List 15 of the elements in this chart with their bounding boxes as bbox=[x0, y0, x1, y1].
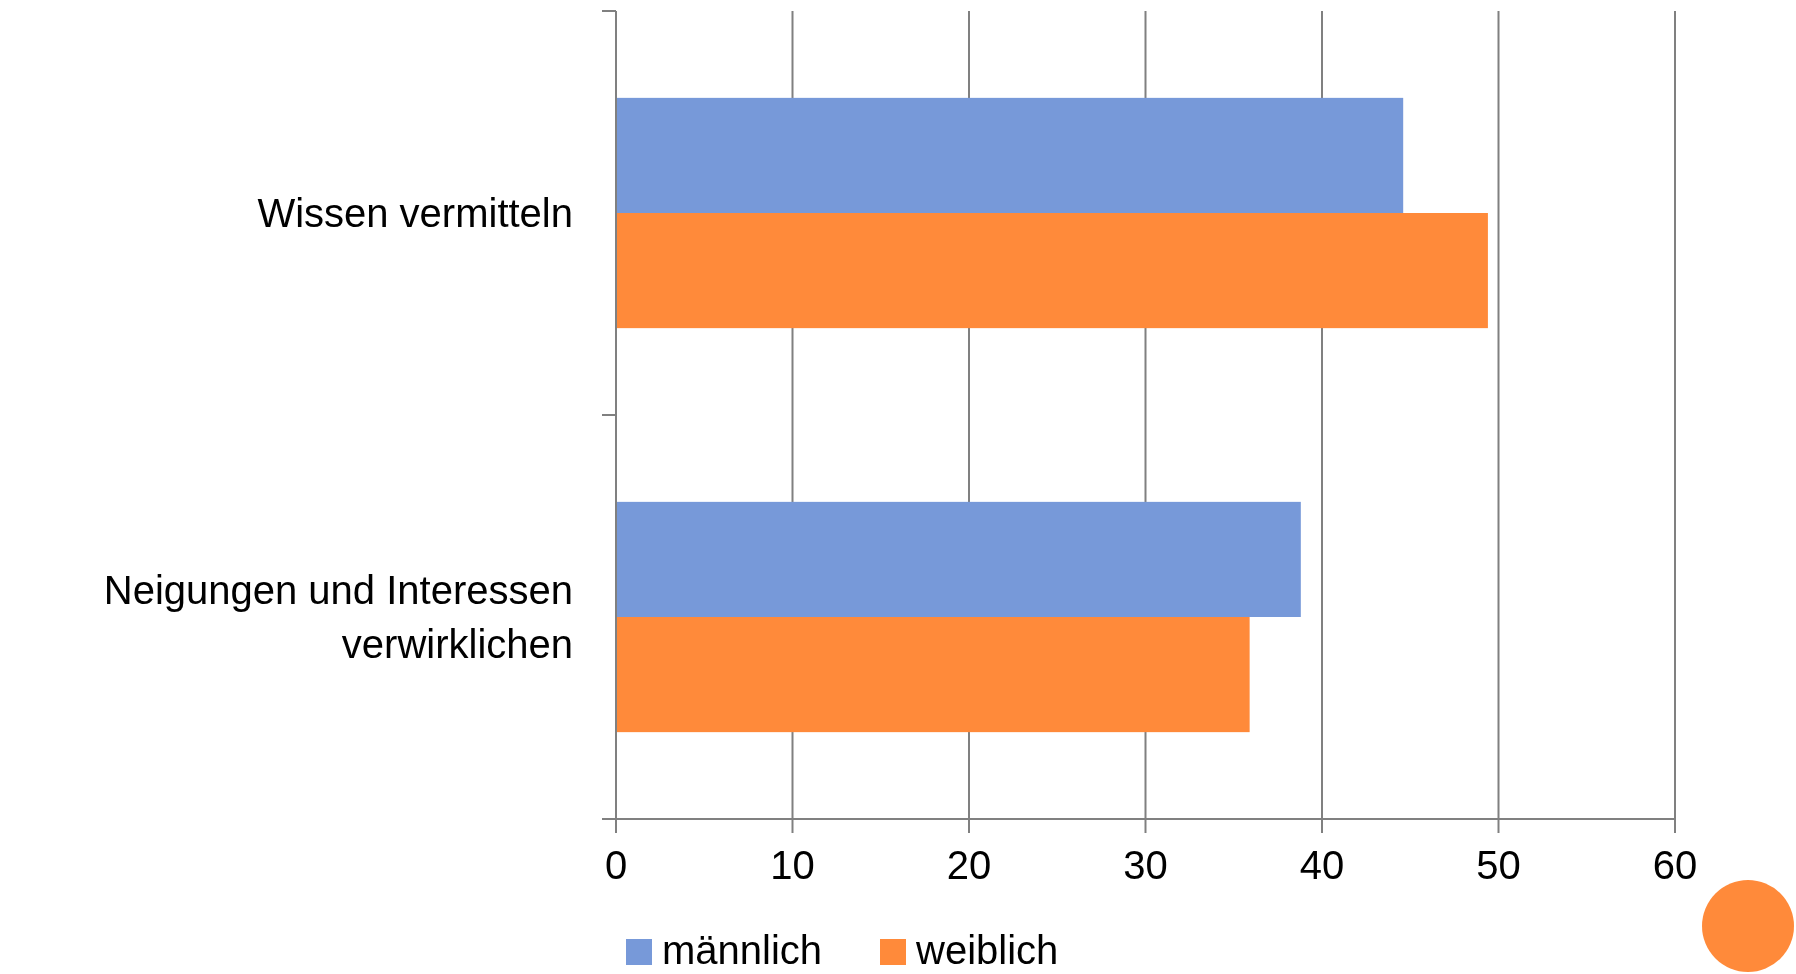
bar bbox=[616, 213, 1488, 329]
bar bbox=[616, 617, 1250, 733]
legend-label: weiblich bbox=[915, 928, 1059, 972]
y-tick-label: Neigungen und Interessen verwirklichen bbox=[103, 568, 573, 666]
x-tick-label: 40 bbox=[1299, 843, 1345, 887]
x-tick-label: 50 bbox=[1476, 843, 1521, 887]
bar bbox=[616, 501, 1301, 617]
x-tick-label: 30 bbox=[1123, 843, 1168, 887]
x-tick-label: 10 bbox=[770, 843, 815, 887]
x-tick-label: 60 bbox=[1652, 843, 1698, 887]
x-tick-label: 0 bbox=[604, 843, 628, 887]
y-tick-label: Wissen vermitteln bbox=[257, 191, 573, 235]
legend-label: männlich bbox=[662, 928, 823, 972]
bar bbox=[616, 97, 1404, 213]
x-tick-label: 20 bbox=[946, 843, 992, 887]
